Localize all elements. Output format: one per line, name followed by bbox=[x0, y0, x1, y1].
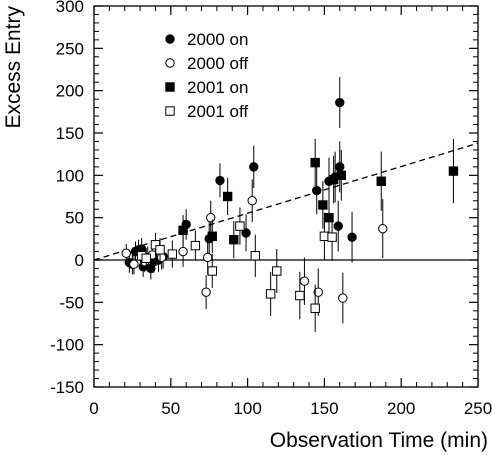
x-tick-label: 150 bbox=[310, 399, 338, 418]
data-point bbox=[299, 276, 310, 286]
series-2001-on bbox=[178, 138, 459, 259]
legend-label: 2000 on bbox=[187, 30, 248, 49]
data-point bbox=[247, 196, 257, 206]
data-point bbox=[336, 170, 346, 181]
data-point bbox=[312, 185, 322, 196]
data-point bbox=[229, 234, 239, 245]
data-point bbox=[310, 157, 320, 168]
data-point bbox=[129, 259, 139, 269]
y-axis-title: Excess Entry bbox=[2, 6, 25, 129]
data-point bbox=[167, 249, 178, 259]
data-point bbox=[249, 162, 259, 172]
y-tick-label: 0 bbox=[75, 251, 84, 270]
data-point bbox=[155, 245, 165, 255]
x-tick-label: 0 bbox=[89, 399, 98, 418]
data-point bbox=[335, 97, 345, 108]
data-point bbox=[347, 232, 357, 242]
data-point bbox=[265, 289, 276, 299]
data-point bbox=[141, 253, 151, 264]
data-point bbox=[335, 162, 345, 172]
y-tick-label: 100 bbox=[56, 166, 84, 185]
y-tick-label: 50 bbox=[65, 209, 84, 228]
data-point bbox=[250, 251, 260, 261]
data-point bbox=[328, 174, 339, 185]
plot-frame bbox=[93, 5, 479, 388]
series-2001-off bbox=[136, 207, 337, 332]
x-tick-label: 250 bbox=[464, 399, 492, 418]
legend-label: 2001 off bbox=[187, 102, 248, 121]
data-point bbox=[310, 303, 320, 313]
data-point bbox=[178, 225, 188, 236]
data-point bbox=[201, 287, 211, 297]
data-point bbox=[327, 232, 337, 242]
legend-label: 2000 off bbox=[187, 54, 248, 73]
data-point bbox=[215, 175, 225, 186]
data-point bbox=[313, 287, 323, 297]
data-point bbox=[207, 266, 217, 276]
data-point bbox=[178, 246, 188, 257]
legend-marker bbox=[165, 58, 175, 68]
data-point bbox=[207, 231, 217, 241]
x-tick-label: 200 bbox=[387, 399, 415, 418]
x-tick-label: 100 bbox=[233, 399, 261, 418]
data-point bbox=[206, 212, 216, 223]
legend: 2000 on 2000 off 2001 on 2001 off bbox=[165, 30, 248, 121]
data-point bbox=[319, 231, 330, 241]
data-point bbox=[318, 200, 328, 210]
x-tick-label: 50 bbox=[161, 399, 180, 418]
data-point bbox=[338, 293, 348, 303]
data-point bbox=[272, 266, 282, 276]
y-tick-label: 300 bbox=[56, 0, 84, 16]
y-tick-label: 150 bbox=[56, 124, 84, 143]
y-tick-label: 250 bbox=[56, 39, 84, 58]
data-point bbox=[190, 240, 201, 251]
legend-marker bbox=[165, 106, 175, 116]
y-tick-label: -150 bbox=[50, 378, 84, 397]
y-tick-label: -50 bbox=[59, 293, 84, 312]
data-point bbox=[235, 221, 245, 231]
data-point bbox=[222, 191, 233, 202]
x-axis-title: Observation Time (min) bbox=[270, 429, 488, 452]
legend-marker bbox=[165, 34, 175, 44]
data-point bbox=[121, 248, 131, 258]
data-point bbox=[333, 221, 343, 231]
y-tick-label: -100 bbox=[50, 336, 84, 355]
legend-marker bbox=[165, 82, 175, 92]
data-point bbox=[448, 166, 459, 176]
legend-label: 2001 on bbox=[187, 78, 248, 97]
data-point bbox=[202, 252, 213, 263]
data-point bbox=[378, 223, 388, 234]
data-point bbox=[376, 176, 386, 186]
data-point bbox=[295, 290, 305, 301]
y-tick-label: 200 bbox=[56, 82, 84, 101]
fit-line bbox=[93, 142, 479, 261]
